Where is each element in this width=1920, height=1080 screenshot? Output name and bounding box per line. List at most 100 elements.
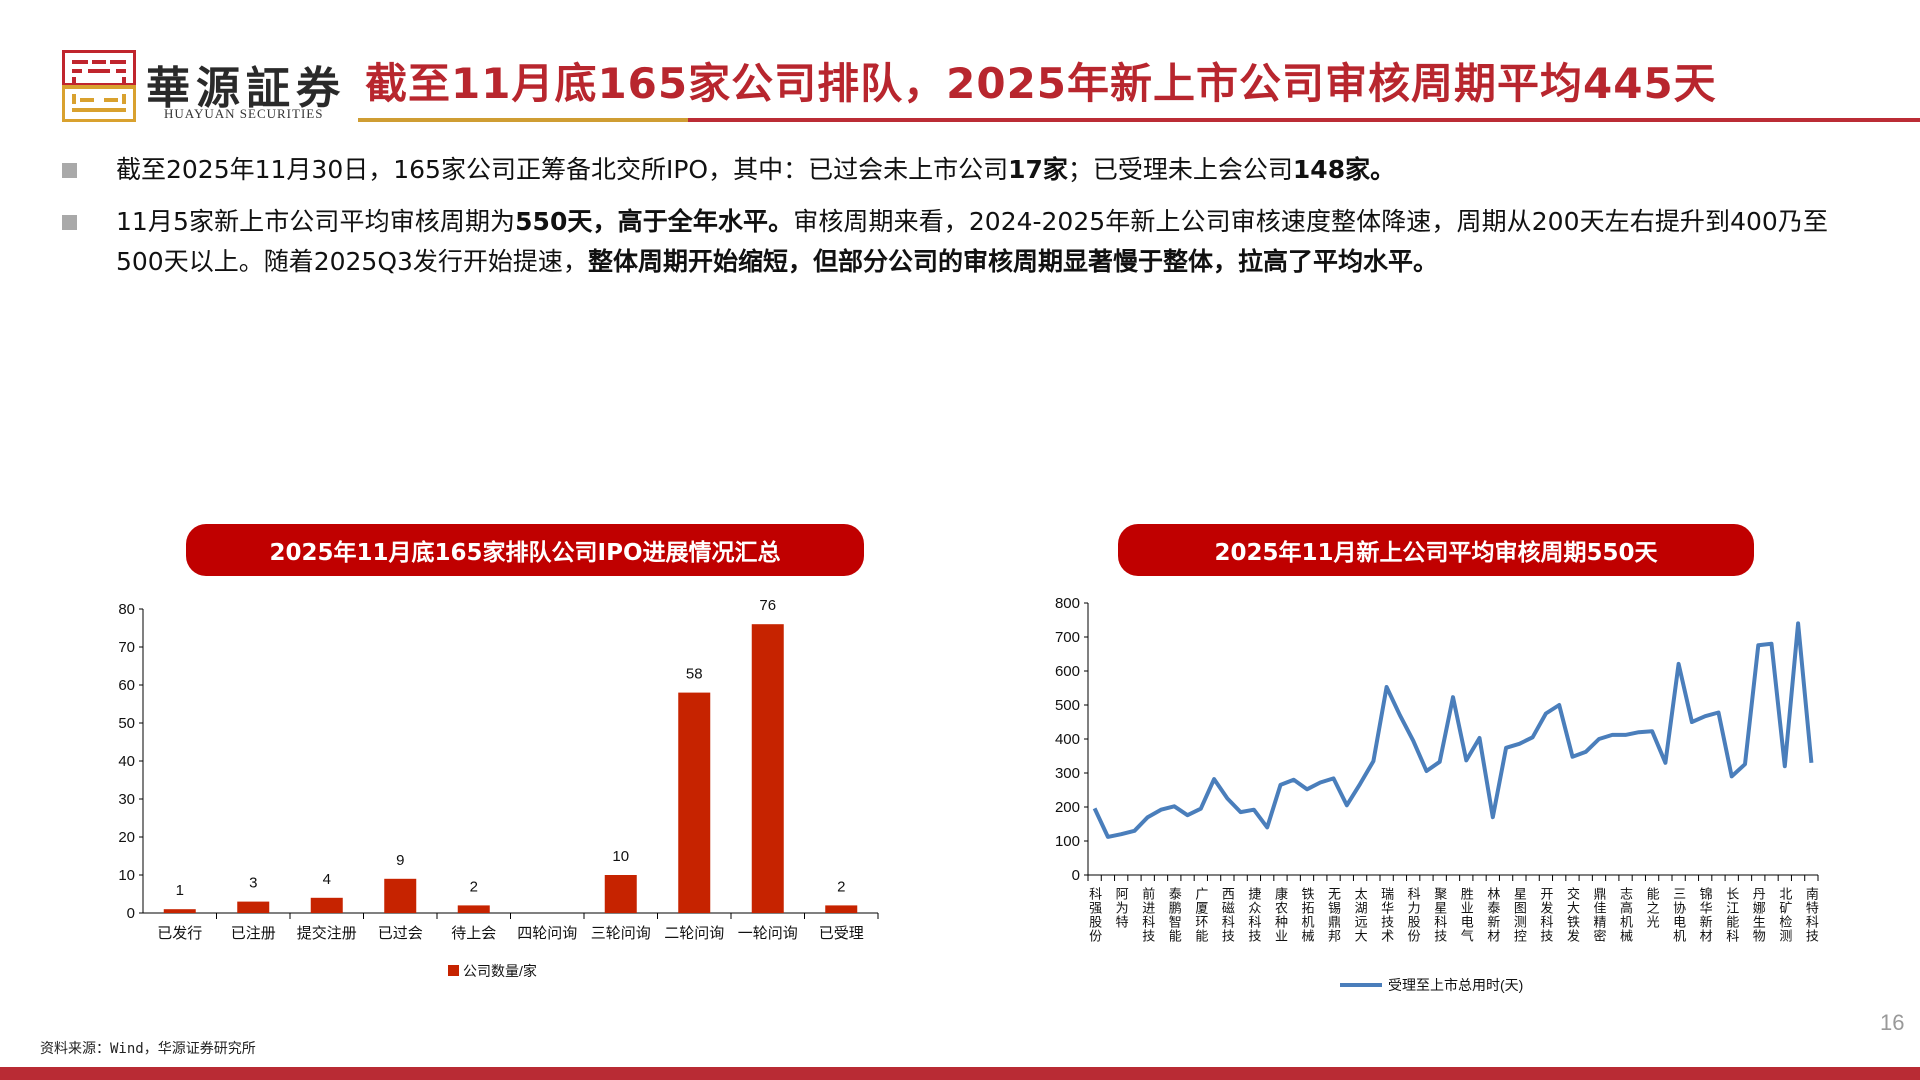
x-category-label: 志高机械 bbox=[1618, 887, 1633, 943]
bar-value-label: 76 bbox=[759, 597, 776, 614]
y-tick-label: 300 bbox=[1055, 765, 1080, 782]
y-tick-label: 200 bbox=[1055, 799, 1080, 816]
bar bbox=[825, 905, 858, 913]
x-category-label: 一轮问询 bbox=[738, 925, 798, 942]
x-category-label: 阿为特 bbox=[1114, 887, 1129, 929]
x-category-label: 已受理 bbox=[819, 925, 864, 942]
x-category-label: 西磁科技 bbox=[1220, 887, 1235, 943]
line-series bbox=[1092, 621, 1814, 839]
y-tick-label: 600 bbox=[1055, 663, 1080, 680]
bullet-marker-1 bbox=[62, 163, 77, 178]
x-category-label: 泰鹏智能 bbox=[1167, 887, 1182, 943]
x-category-label: 聚星科技 bbox=[1432, 887, 1447, 943]
x-category-label: 交大铁发 bbox=[1565, 886, 1580, 943]
x-category-label: 丹娜生物 bbox=[1751, 887, 1766, 943]
bar-value-label: 2 bbox=[470, 878, 478, 895]
y-tick-label: 100 bbox=[1055, 833, 1080, 850]
bar bbox=[163, 909, 196, 913]
bar-value-label: 58 bbox=[686, 666, 703, 683]
x-category-label: 康农种业 bbox=[1273, 886, 1288, 943]
bar-value-label: 1 bbox=[176, 882, 184, 899]
text-segment: 11月5家新上市公司平均审核周期为 bbox=[116, 207, 516, 236]
x-category-label: 林泰新材 bbox=[1485, 887, 1500, 943]
y-tick-label: 0 bbox=[1072, 867, 1080, 884]
y-tick-label: 20 bbox=[118, 829, 135, 846]
x-category-label: 待上会 bbox=[451, 925, 496, 942]
bar bbox=[751, 624, 784, 913]
y-tick-label: 10 bbox=[118, 867, 135, 884]
x-category-label: 科强股份 bbox=[1087, 887, 1102, 943]
y-tick-label: 70 bbox=[118, 639, 135, 656]
x-category-label: 已过会 bbox=[378, 925, 423, 942]
text-segment: 550天，高于全年水平。 bbox=[515, 207, 794, 236]
x-category-label: 前进科技 bbox=[1140, 886, 1155, 943]
y-tick-label: 500 bbox=[1055, 697, 1080, 714]
x-category-label: 二轮问询 bbox=[664, 925, 724, 942]
bar-value-label: 9 bbox=[396, 852, 404, 869]
bullet-text-2: 11月5家新上市公司平均审核周期为550天，高于全年水平。审核周期来看，2024… bbox=[116, 202, 1828, 282]
x-category-label: 提交注册 bbox=[297, 924, 357, 942]
x-category-label: 已发行 bbox=[157, 925, 202, 942]
text-segment: ；已受理未上会公司 bbox=[1067, 155, 1293, 184]
y-tick-label: 60 bbox=[118, 677, 135, 694]
y-tick-label: 0 bbox=[127, 905, 135, 922]
bar-value-label: 4 bbox=[323, 871, 331, 888]
x-category-label: 三轮问询 bbox=[591, 925, 651, 942]
x-category-label: 胜业电气 bbox=[1459, 887, 1474, 943]
bar bbox=[384, 878, 417, 913]
y-tick-label: 800 bbox=[1055, 595, 1080, 612]
x-category-label: 瑞华技术 bbox=[1379, 887, 1394, 943]
bullet-text-1: 截至2025年11月30日，165家公司正筹备北交所IPO，其中：已过会未上市公… bbox=[116, 150, 1836, 190]
line-chart: 0 100 200 300 400 500 600 700 800 科强股份 阿为特 前进科技 泰鹏智能… bbox=[1055, 595, 1819, 993]
x-category-label: 鼎佳精密 bbox=[1592, 887, 1607, 943]
text-segment: 17家 bbox=[1008, 155, 1068, 184]
bar-value-label: 10 bbox=[612, 848, 629, 865]
x-category-label: 长江能科 bbox=[1724, 887, 1739, 943]
x-category-label: 无锡鼎邦 bbox=[1326, 887, 1341, 943]
bar bbox=[678, 692, 711, 913]
legend-label: 公司数量/家 bbox=[463, 963, 537, 979]
x-category-label: 广厦环能 bbox=[1193, 887, 1208, 943]
x-category-label: 南特科技 bbox=[1804, 886, 1819, 943]
x-category-label: 太湖远大 bbox=[1353, 887, 1368, 943]
x-category-label: 北矿检测 bbox=[1777, 887, 1792, 943]
x-category-label: 三协电机 bbox=[1671, 887, 1686, 943]
title-rule-red bbox=[688, 118, 1920, 122]
x-category-label: 能之光 bbox=[1645, 887, 1660, 929]
line-chart-title: 2025年11月新上公司平均审核周期550天 bbox=[1118, 524, 1754, 576]
y-tick-label: 50 bbox=[118, 715, 135, 732]
text-segment: 148家。 bbox=[1292, 155, 1396, 184]
x-category-label: 开发科技 bbox=[1538, 887, 1553, 943]
bar-value-label: 3 bbox=[249, 875, 257, 892]
company-logo-icon bbox=[61, 49, 137, 123]
page-title: 截至11月底165家公司排队，2025年新上市公司审核周期平均445天 bbox=[365, 59, 1717, 108]
x-category-label: 捷众科技 bbox=[1246, 887, 1261, 943]
bar bbox=[310, 897, 343, 913]
bar bbox=[237, 901, 270, 913]
footer-band bbox=[0, 1067, 1920, 1080]
title-rule-gold bbox=[358, 118, 688, 122]
logo-text-cn: 華源証券 bbox=[146, 63, 346, 114]
text-segment: 截至2025年11月30日，165家公司正筹备北交所IPO，其中：已过会未上市公… bbox=[116, 155, 1009, 184]
y-tick-label: 80 bbox=[118, 601, 135, 618]
text-segment: 整体周期开始缩短，但部分公司的审核周期显著慢于整体，拉高了平均水平。 bbox=[587, 247, 1438, 276]
x-category-label: 锦华新材 bbox=[1698, 887, 1713, 943]
y-tick-label: 700 bbox=[1055, 629, 1080, 646]
bar-chart: 0 10 20 30 40 50 60 70 80 1 已发行 3 已注册 4 提交注册 9 已过会 2 待上会 四轮… bbox=[118, 597, 879, 979]
text-segment: 审核周期来看，2024-2025年新上公司审核速度整体降速，周期从200天左右提… bbox=[116, 207, 1829, 276]
bar-value-label: 2 bbox=[837, 878, 845, 895]
legend-swatch bbox=[448, 965, 459, 976]
bar-chart-title: 2025年11月底165家排队公司IPO进展情况汇总 bbox=[186, 524, 864, 576]
source-note: 资料来源：Wind，华源证券研究所 bbox=[40, 1041, 256, 1057]
bar bbox=[604, 875, 637, 913]
logo-text-en: HUAYUAN SECURITIES bbox=[164, 106, 324, 121]
bar bbox=[457, 905, 490, 913]
x-category-label: 铁拓机械 bbox=[1300, 887, 1315, 943]
page-number: 16 bbox=[1880, 1010, 1905, 1035]
x-category-label: 已注册 bbox=[231, 925, 276, 942]
y-tick-label: 40 bbox=[118, 753, 135, 770]
legend-label: 受理至上市总用时(天) bbox=[1388, 977, 1523, 993]
bullet-marker-2 bbox=[62, 215, 77, 230]
x-category-label: 科力股份 bbox=[1406, 887, 1421, 943]
x-category-label: 四轮问询 bbox=[517, 925, 577, 942]
